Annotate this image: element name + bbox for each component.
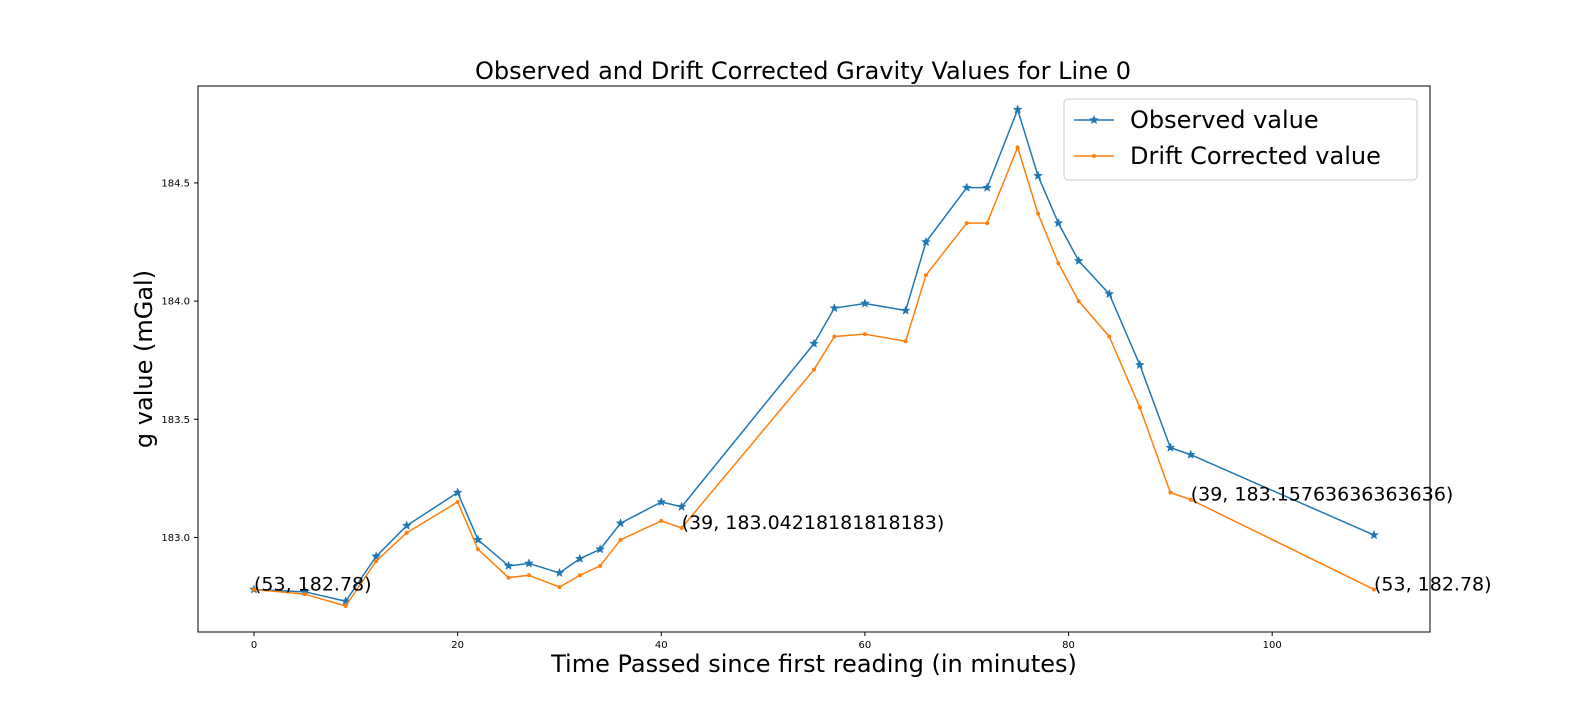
data-point-observed-value (340, 596, 351, 606)
y-tick-label: 183.0 (161, 533, 190, 544)
data-point-observed-value (523, 558, 534, 568)
data-point-observed-value (1033, 170, 1043, 181)
data-point-drift-corrected-value (1372, 587, 1376, 592)
data-point-observed-value (554, 567, 565, 578)
x-tick-label: 80 (1062, 640, 1075, 651)
legend-box (1063, 98, 1418, 181)
data-point-observed-value (961, 182, 972, 192)
data-point-observed-value (401, 520, 412, 530)
data-point-drift-corrected-value (506, 575, 511, 580)
data-point-drift-corrected-value (557, 585, 562, 590)
data-point-drift-corrected-value (862, 332, 867, 337)
data-point-drift-corrected-value (1036, 211, 1040, 216)
data-point-observed-value (452, 487, 463, 497)
data-point-drift-corrected-value (577, 573, 582, 578)
data-point-observed-value (900, 305, 911, 315)
x-tick-label: 40 (655, 640, 668, 651)
data-point-drift-corrected-value (598, 563, 603, 568)
y-tick-label: 184.5 (161, 178, 190, 189)
legend-marker-observed-value (1089, 114, 1099, 125)
y-tick-label: 184.0 (161, 297, 190, 308)
data-point-observed-value (1369, 529, 1379, 540)
data-point-observed-value (656, 496, 667, 507)
x-tick-label: 0 (251, 640, 257, 651)
data-point-observed-value (982, 182, 993, 192)
x-axis-ticks: 0 20 40 60 80 100 (251, 632, 1282, 651)
data-point-drift-corrected-value (455, 500, 460, 504)
data-point-observed-value (1012, 104, 1023, 114)
data-point-drift-corrected-value (1188, 497, 1193, 502)
x-tick-label: 20 (451, 640, 464, 651)
data-point-drift-corrected-value (832, 334, 837, 339)
data-point-drift-corrected-value (1056, 261, 1061, 266)
data-point-drift-corrected-value (679, 526, 684, 530)
data-point-observed-value (473, 534, 483, 545)
data-point-observed-value (615, 518, 626, 528)
legend-marker-drift-corrected-value (1092, 154, 1096, 158)
data-point-observed-value (1104, 288, 1115, 299)
data-point-drift-corrected-value (343, 604, 348, 608)
x-tick-label: 60 (859, 640, 872, 651)
chart-title: Observed and Drift Corrected Gravity Val… (475, 57, 1131, 85)
y-axis-ticks: 183.0 183.5 184.0 184.5 (161, 178, 198, 544)
data-point-drift-corrected-value (812, 367, 816, 372)
data-point-observed-value (1134, 359, 1145, 370)
data-point-observed-value (676, 501, 687, 511)
data-point-drift-corrected-value (252, 587, 256, 592)
data-point-observed-value (829, 302, 840, 313)
data-point-observed-value (503, 560, 514, 571)
data-point-drift-corrected-value (404, 530, 409, 535)
data-point-drift-corrected-value (903, 339, 908, 344)
annotation-layer: (53, 182.78) (39, 183.04218181818183) (39,… (254, 484, 1492, 596)
data-point-observed-value (859, 298, 870, 308)
data-point-drift-corrected-value (659, 518, 664, 523)
data-point-drift-corrected-value (1137, 405, 1142, 410)
point-annotation: (39, 183.04218181818183) (682, 512, 945, 534)
data-point-drift-corrected-value (374, 559, 379, 564)
point-annotation: (53, 182.78) (1374, 573, 1492, 595)
data-point-drift-corrected-value (1107, 334, 1112, 339)
data-point-drift-corrected-value (618, 537, 623, 542)
data-point-observed-value (1165, 442, 1176, 452)
data-point-drift-corrected-value (526, 573, 531, 578)
x-axis-label: Time Passed since first reading (in minu… (550, 650, 1077, 678)
legend: Observed value Drift Corrected value (1063, 98, 1418, 181)
point-annotation: (39, 183.15763636363636) (1191, 484, 1454, 506)
legend-label-observed-value: Observed value (1130, 106, 1319, 134)
data-point-observed-value (921, 236, 931, 247)
data-point-drift-corrected-value (302, 592, 307, 597)
data-point-drift-corrected-value (964, 221, 969, 226)
data-point-drift-corrected-value (985, 221, 990, 226)
data-point-drift-corrected-value (1015, 145, 1020, 150)
data-point-observed-value (1185, 449, 1196, 459)
x-tick-label: 100 (1263, 640, 1282, 651)
y-tick-label: 183.5 (161, 415, 190, 426)
data-point-observed-value (574, 553, 585, 563)
data-point-drift-corrected-value (1168, 490, 1173, 495)
data-point-drift-corrected-value (924, 273, 928, 278)
data-point-observed-value (371, 551, 382, 561)
data-point-drift-corrected-value (476, 547, 480, 552)
series-layer (249, 104, 1379, 608)
data-point-drift-corrected-value (1076, 299, 1081, 304)
point-annotation: (53, 182.78) (254, 573, 372, 595)
y-axis-label: g value (mGal) (130, 270, 158, 448)
legend-label-drift-corrected-value: Drift Corrected value (1130, 142, 1381, 170)
data-point-observed-value (809, 338, 819, 348)
data-point-observed-value (1073, 255, 1084, 266)
data-point-observed-value (595, 544, 606, 554)
data-point-observed-value (1053, 217, 1064, 228)
